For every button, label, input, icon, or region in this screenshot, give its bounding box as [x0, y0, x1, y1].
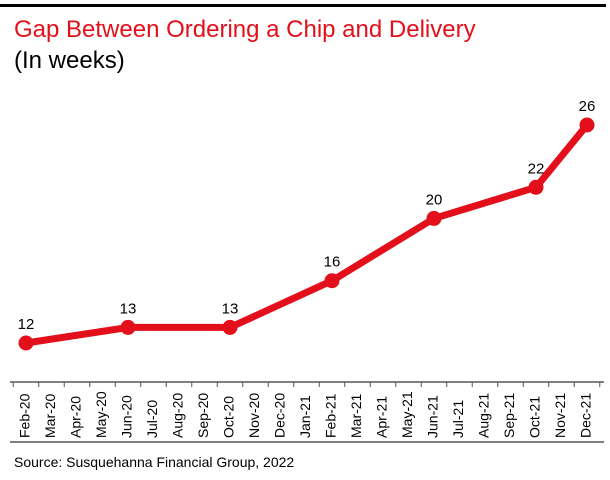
data-point: [222, 319, 238, 335]
x-tick-label: Jul-20: [144, 400, 160, 438]
data-point: [18, 335, 34, 351]
chart-title: Gap Between Ordering a Chip and Delivery: [14, 16, 476, 43]
data-label: 20: [426, 191, 443, 208]
x-tick-label: May-21: [399, 391, 415, 438]
x-tick-label: Apr-20: [68, 396, 84, 438]
x-tick-label: Dec-20: [272, 393, 288, 438]
x-tick-label: Feb-20: [17, 393, 33, 438]
x-tick-label: Mar-20: [42, 393, 58, 438]
x-tick-label: Jan-21: [297, 395, 313, 438]
x-tick-label: Jun-20: [119, 395, 135, 438]
top-rule: [0, 4, 606, 7]
data-point: [579, 117, 595, 133]
x-tick-label: Aug-21: [476, 393, 492, 438]
data-point: [426, 210, 442, 226]
x-tick-label: Nov-20: [246, 393, 262, 438]
data-label: 16: [324, 254, 341, 271]
x-tick-label: Apr-21: [374, 396, 390, 438]
data-label: 12: [18, 316, 35, 333]
x-tick-label: Jun-21: [425, 395, 441, 438]
data-point: [120, 319, 136, 335]
x-tick-label: Jul-21: [450, 400, 466, 438]
data-label: 26: [579, 98, 596, 115]
series-line: [22, 121, 591, 347]
x-tick-label: Sep-21: [501, 393, 517, 438]
x-tick-label: May-20: [93, 391, 109, 438]
data-label: 13: [120, 300, 137, 317]
x-tick-label: Oct-21: [527, 396, 543, 438]
x-tick-label: Oct-20: [221, 396, 237, 438]
data-point: [528, 179, 544, 195]
x-tick-label: Feb-21: [323, 393, 339, 438]
x-tick-label: Aug-20: [170, 393, 186, 438]
source-note: Source: Susquehanna Financial Group, 202…: [14, 454, 295, 470]
data-label: 22: [528, 160, 545, 177]
data-label: 13: [222, 300, 239, 317]
chart-subtitle: (In weeks): [14, 47, 125, 74]
x-tick-label: Dec-21: [578, 393, 594, 438]
x-tick-label: Mar-21: [348, 393, 364, 438]
x-tick-label: Nov-21: [552, 393, 568, 438]
x-tick-label: Sep-20: [195, 393, 211, 438]
data-point: [324, 273, 340, 289]
